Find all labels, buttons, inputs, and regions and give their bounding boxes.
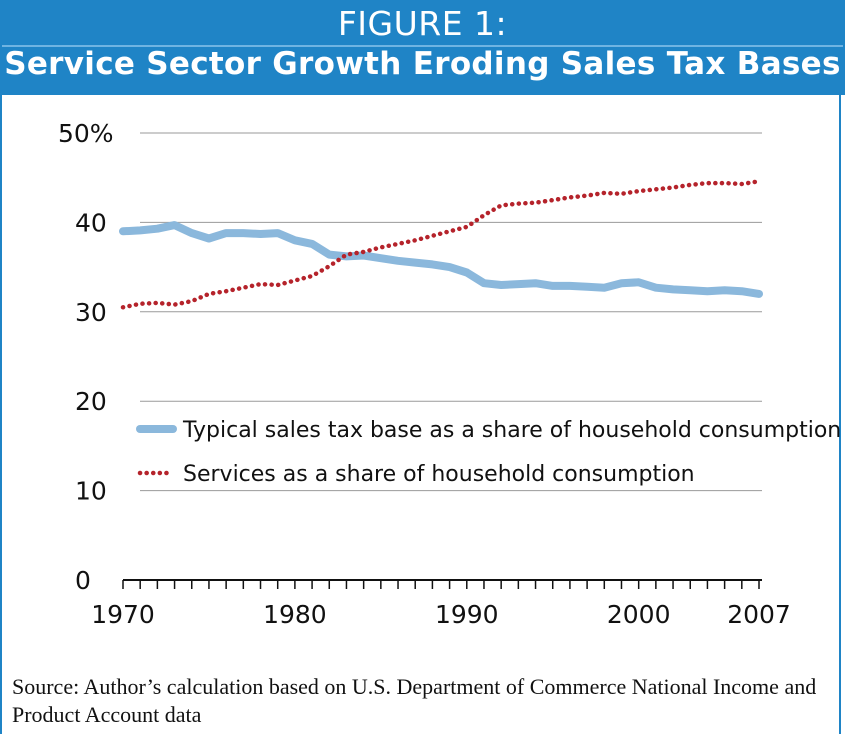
legend-label-0: Typical sales tax base as a share of hou… — [182, 418, 841, 443]
x-axis-labels: 1970 1980 1990 2000 2007 — [91, 600, 791, 629]
y-tick-label-30: 30 — [75, 298, 107, 327]
x-axis — [122, 579, 762, 589]
y-tick-label-0: 0 — [75, 566, 91, 595]
legend: Typical sales tax base as a share of hou… — [136, 418, 841, 487]
x-tick-label-1990: 1990 — [435, 600, 499, 629]
source-note: Source: Author’s calculation based on U.… — [12, 674, 817, 727]
series-lines — [119, 179, 763, 310]
series-line-services — [120, 179, 762, 310]
x-tick-label-1970: 1970 — [91, 600, 155, 629]
x-tick-label-2007: 2007 — [727, 600, 791, 629]
legend-label-1: Services as a share of household consump… — [183, 462, 695, 487]
y-tick-label-50: 50% — [58, 119, 114, 148]
x-tick-label-2000: 2000 — [607, 600, 671, 629]
header-divider — [2, 45, 843, 47]
figure-header: FIGURE 1: Service Sector Growth Eroding … — [0, 0, 845, 95]
line-chart: 0 10 20 30 40 50% 1970 1980 1990 2000 2007 Typica… — [58, 119, 841, 629]
y-tick-label-20: 20 — [75, 387, 107, 416]
gridlines — [140, 132, 762, 492]
y-tick-label-40: 40 — [75, 208, 107, 237]
x-tick-label-1980: 1980 — [263, 600, 327, 629]
figure-label: FIGURE 1: — [337, 4, 508, 43]
series-line-sales-tax-base — [119, 221, 763, 298]
y-axis-labels: 0 10 20 30 40 50% — [58, 119, 114, 595]
figure-title: Service Sector Growth Eroding Sales Tax … — [4, 46, 841, 82]
y-tick-label-10: 10 — [75, 477, 107, 506]
